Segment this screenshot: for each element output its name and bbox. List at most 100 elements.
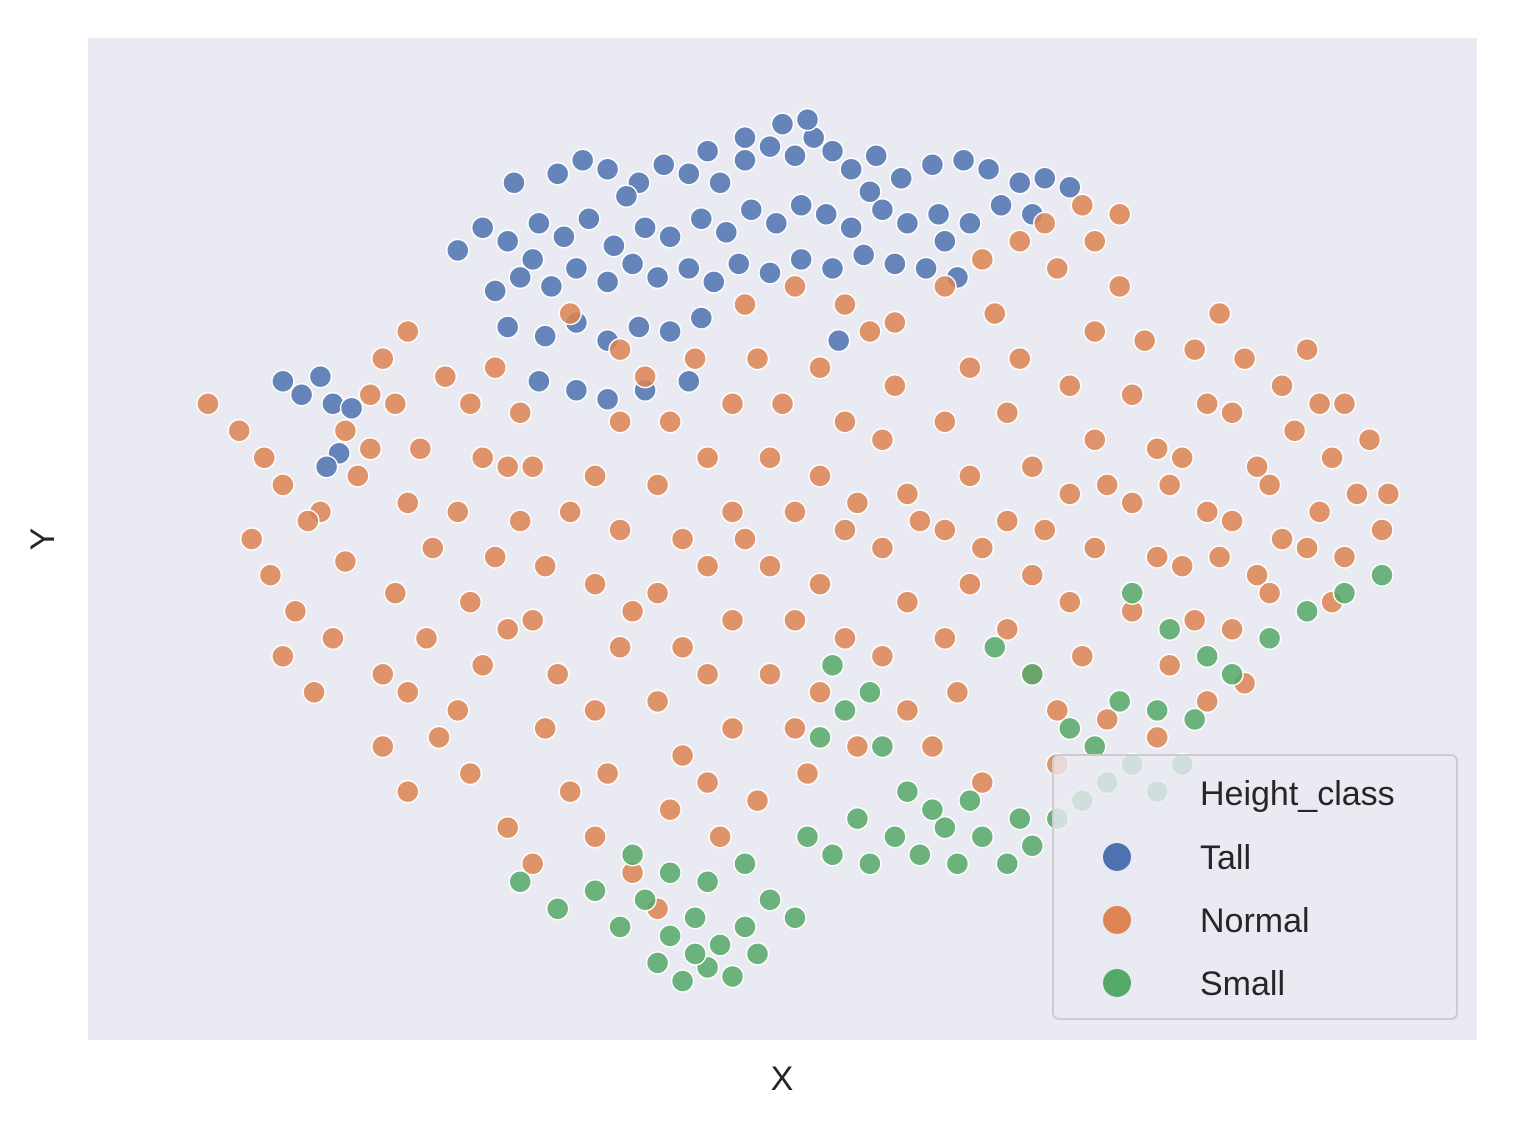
legend-entries: Tall Normal Small bbox=[1103, 839, 1310, 1003]
point-normal bbox=[1220, 509, 1244, 533]
point-normal bbox=[1058, 590, 1082, 614]
point-tall bbox=[564, 256, 589, 281]
point-small bbox=[845, 806, 870, 831]
point-normal bbox=[833, 518, 857, 542]
point-normal bbox=[720, 716, 745, 741]
point-normal bbox=[1332, 391, 1357, 416]
point-normal bbox=[1257, 473, 1282, 497]
point-normal bbox=[558, 779, 582, 804]
point-normal bbox=[1320, 446, 1344, 470]
point-tall bbox=[1058, 175, 1082, 199]
point-tall bbox=[820, 256, 845, 281]
point-normal bbox=[1033, 518, 1057, 542]
point-normal bbox=[321, 626, 345, 650]
point-tall bbox=[502, 170, 526, 195]
point-normal bbox=[1120, 491, 1144, 515]
point-tall bbox=[858, 179, 882, 204]
point-normal bbox=[958, 464, 982, 488]
point-normal bbox=[1307, 500, 1332, 524]
point-tall bbox=[1033, 166, 1057, 190]
point-normal bbox=[1058, 373, 1082, 398]
point-normal bbox=[252, 446, 276, 470]
point-normal bbox=[371, 346, 395, 371]
point-normal bbox=[683, 346, 707, 371]
point-normal bbox=[795, 761, 820, 786]
point-tall bbox=[870, 198, 895, 222]
point-tall bbox=[920, 152, 945, 177]
point-normal bbox=[870, 644, 895, 669]
point-normal bbox=[1195, 500, 1219, 524]
legend-label-small: Small bbox=[1200, 965, 1285, 1003]
point-normal bbox=[583, 824, 607, 849]
point-small bbox=[795, 824, 820, 849]
point-normal bbox=[670, 635, 695, 659]
point-normal bbox=[1120, 382, 1144, 407]
point-normal bbox=[1008, 346, 1032, 371]
point-small bbox=[1220, 662, 1244, 687]
point-normal bbox=[808, 680, 832, 705]
point-normal bbox=[1195, 689, 1219, 714]
point-normal bbox=[421, 536, 445, 560]
point-normal bbox=[1157, 653, 1182, 678]
point-small bbox=[970, 824, 995, 849]
point-normal bbox=[1107, 274, 1132, 299]
point-normal bbox=[1357, 428, 1382, 452]
point-small bbox=[995, 851, 1020, 876]
point-normal bbox=[1070, 644, 1095, 669]
point-tall bbox=[851, 243, 876, 267]
point-tall bbox=[545, 161, 570, 186]
point-normal bbox=[583, 572, 607, 596]
point-normal bbox=[1095, 473, 1119, 497]
point-tall bbox=[926, 202, 951, 227]
point-normal bbox=[970, 247, 995, 272]
point-normal bbox=[1220, 617, 1244, 641]
point-normal bbox=[970, 536, 995, 560]
point-normal bbox=[833, 626, 857, 650]
point-normal bbox=[995, 400, 1020, 425]
point-small bbox=[958, 788, 982, 813]
point-normal bbox=[833, 292, 857, 317]
point-tall bbox=[895, 211, 920, 236]
point-normal bbox=[1182, 337, 1207, 362]
point-small bbox=[1020, 662, 1045, 687]
point-tall bbox=[602, 234, 626, 258]
point-normal bbox=[1182, 608, 1207, 632]
point-normal bbox=[608, 337, 632, 362]
point-tall bbox=[770, 112, 795, 136]
point-normal bbox=[545, 662, 570, 687]
point-normal bbox=[1282, 419, 1307, 443]
point-tall bbox=[889, 166, 913, 190]
point-normal bbox=[1070, 193, 1095, 218]
point-small bbox=[820, 653, 845, 678]
point-tall bbox=[652, 152, 676, 177]
point-normal bbox=[383, 581, 408, 605]
point-small bbox=[633, 888, 657, 912]
point-normal bbox=[608, 518, 632, 542]
point-tall bbox=[308, 364, 333, 389]
point-normal bbox=[396, 319, 420, 344]
point-normal bbox=[508, 400, 532, 425]
point-tall bbox=[689, 207, 714, 231]
point-tall bbox=[933, 229, 957, 254]
point-small bbox=[883, 824, 907, 849]
point-normal bbox=[595, 761, 620, 786]
point-normal bbox=[895, 698, 920, 723]
point-normal bbox=[895, 482, 920, 506]
point-normal bbox=[271, 644, 295, 669]
point-tall bbox=[577, 207, 601, 231]
point-normal bbox=[458, 761, 483, 786]
point-normal bbox=[670, 743, 695, 768]
legend-label-normal: Normal bbox=[1200, 902, 1310, 940]
point-normal bbox=[1232, 346, 1257, 371]
point-small bbox=[820, 842, 845, 867]
legend: Height_class Tall Normal Small bbox=[1052, 754, 1458, 1020]
legend-marker-normal bbox=[1103, 906, 1131, 934]
point-tall bbox=[527, 369, 551, 393]
point-small bbox=[683, 906, 707, 930]
point-tall bbox=[658, 225, 682, 249]
point-normal bbox=[920, 734, 945, 759]
point-normal bbox=[258, 563, 283, 587]
point-normal bbox=[1145, 545, 1169, 569]
point-normal bbox=[708, 824, 732, 849]
